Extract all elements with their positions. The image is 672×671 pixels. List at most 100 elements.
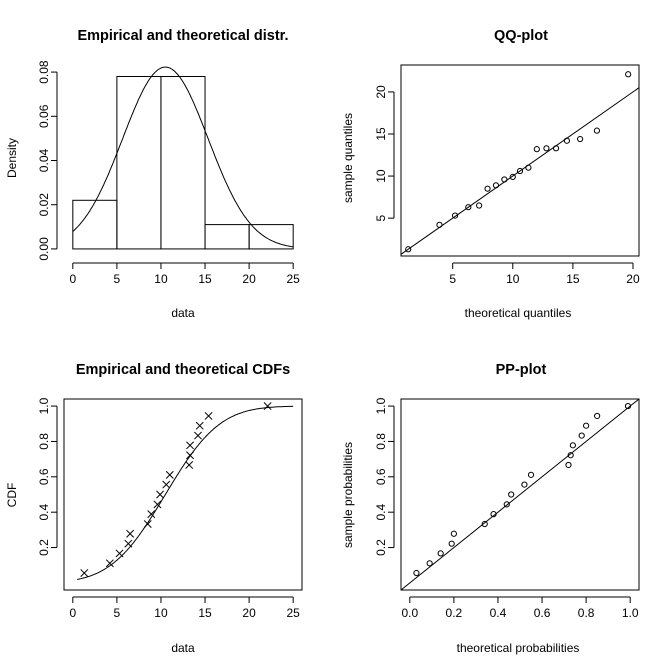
y-tick-label: 15 — [374, 127, 388, 141]
data-point — [186, 441, 195, 450]
y-tick-label: 0.00 — [37, 237, 51, 261]
data-point-stroke — [143, 520, 152, 528]
histogram-bar — [160, 75, 206, 250]
y-axis-label: sample quantiles — [341, 113, 355, 203]
data-point — [625, 71, 632, 78]
data-point — [508, 491, 515, 498]
plot-frame — [63, 398, 303, 591]
density-curve — [72, 66, 294, 248]
data-point-stroke — [126, 529, 135, 538]
data-point-stroke — [105, 559, 114, 568]
data-point — [490, 511, 497, 518]
data-point-stroke — [153, 500, 162, 509]
x-tick-label: 20 — [626, 272, 640, 286]
x-tick-label: 10 — [154, 606, 168, 620]
y-tick-label: 0.6 — [37, 468, 51, 485]
x-axis-label: theoretical probabilities — [457, 641, 580, 655]
y-ticks: 0.00 0.02 0.04 0.06 0.08 — [37, 60, 58, 261]
data-point — [492, 182, 500, 189]
data-point — [503, 501, 510, 508]
data-point — [437, 550, 444, 557]
panel-histogram: Empirical and theoretical distr. data De… — [5, 28, 300, 320]
data-point — [509, 173, 516, 181]
x-tick-label: 15 — [566, 272, 580, 286]
data-point — [583, 422, 590, 429]
data-point-stroke — [263, 402, 272, 411]
data-point — [525, 164, 532, 171]
x-tick-label: 1.0 — [622, 606, 639, 620]
data-point — [567, 452, 574, 459]
data-point — [465, 204, 472, 211]
data-point — [204, 412, 213, 420]
data-point — [195, 421, 204, 430]
data-point — [165, 470, 174, 479]
y-tick-label: 0.08 — [37, 60, 51, 84]
data-point-stroke — [194, 431, 202, 440]
y-tick-label: 0.8 — [37, 433, 51, 450]
x-tick-label: 0.8 — [578, 606, 595, 620]
histogram-bar — [204, 224, 250, 250]
data-point-stroke — [165, 470, 174, 479]
y-tick-label: 0.06 — [37, 104, 51, 128]
x-ticks: 0 5 10 15 20 25 — [69, 262, 301, 286]
data-point — [521, 481, 528, 488]
data-point — [593, 127, 601, 134]
data-point-stroke — [147, 510, 156, 519]
plot-marks — [72, 66, 294, 250]
x-tick-label: 25 — [287, 606, 301, 620]
data-point — [156, 490, 165, 499]
x-tick-label: 20 — [242, 606, 256, 620]
data-point — [405, 246, 412, 253]
x-tick-label: 0.4 — [490, 606, 507, 620]
plot-marks — [77, 402, 294, 580]
data-point — [484, 185, 491, 192]
x-tick-label: 0.6 — [534, 606, 551, 620]
data-point — [143, 520, 152, 528]
data-point — [533, 146, 540, 153]
x-tick-label: 10 — [154, 272, 168, 286]
y-axis-label: sample probabilities — [341, 442, 355, 548]
x-tick-label: 5 — [114, 272, 121, 286]
data-point — [476, 202, 483, 209]
panel-qq-plot: QQ-plot theoretical quantiles sample qua… — [341, 28, 640, 320]
x-ticks: 5 10 15 20 — [449, 262, 640, 286]
data-point — [563, 137, 570, 144]
histogram-bar — [116, 75, 162, 250]
x-tick-label: 20 — [242, 272, 256, 286]
chart-title: PP-plot — [496, 362, 547, 378]
x-axis-label: data — [171, 641, 195, 655]
y-tick-label: 1.0 — [37, 397, 51, 414]
data-point — [436, 221, 443, 228]
x-ticks: 0 5 10 15 20 25 — [69, 596, 301, 620]
data-point — [147, 510, 156, 519]
data-point — [527, 471, 535, 478]
chart-title: Empirical and theoretical CDFs — [76, 362, 290, 378]
y-tick-label: 0.4 — [37, 504, 51, 521]
data-point — [153, 500, 162, 509]
y-ticks: 0.2 0.4 0.6 0.8 1.0 — [37, 397, 58, 556]
data-point — [450, 530, 457, 537]
data-point — [115, 549, 124, 558]
data-point — [185, 461, 194, 469]
data-point — [481, 520, 488, 528]
y-tick-label: 5 — [374, 214, 388, 221]
data-point — [105, 559, 114, 568]
data-point — [162, 480, 171, 489]
y-ticks: 5 10 15 20 — [374, 85, 395, 221]
y-tick-label: 20 — [374, 85, 388, 99]
data-point-stroke — [124, 539, 133, 548]
histogram-bar — [248, 224, 294, 250]
panel-pp-plot: PP-plot theoretical probabilities sample… — [341, 362, 640, 655]
reference-line — [400, 87, 640, 255]
data-point — [413, 569, 420, 577]
data-point — [124, 539, 133, 548]
data-point — [426, 560, 433, 567]
x-tick-label: 10 — [506, 272, 520, 286]
y-tick-label: 0.04 — [37, 148, 51, 172]
x-axis-label: theoretical quantiles — [465, 306, 572, 320]
x-tick-label: 0.0 — [401, 606, 418, 620]
data-point — [577, 135, 584, 143]
plot-marks — [400, 71, 640, 255]
x-tick-label: 25 — [287, 272, 301, 286]
